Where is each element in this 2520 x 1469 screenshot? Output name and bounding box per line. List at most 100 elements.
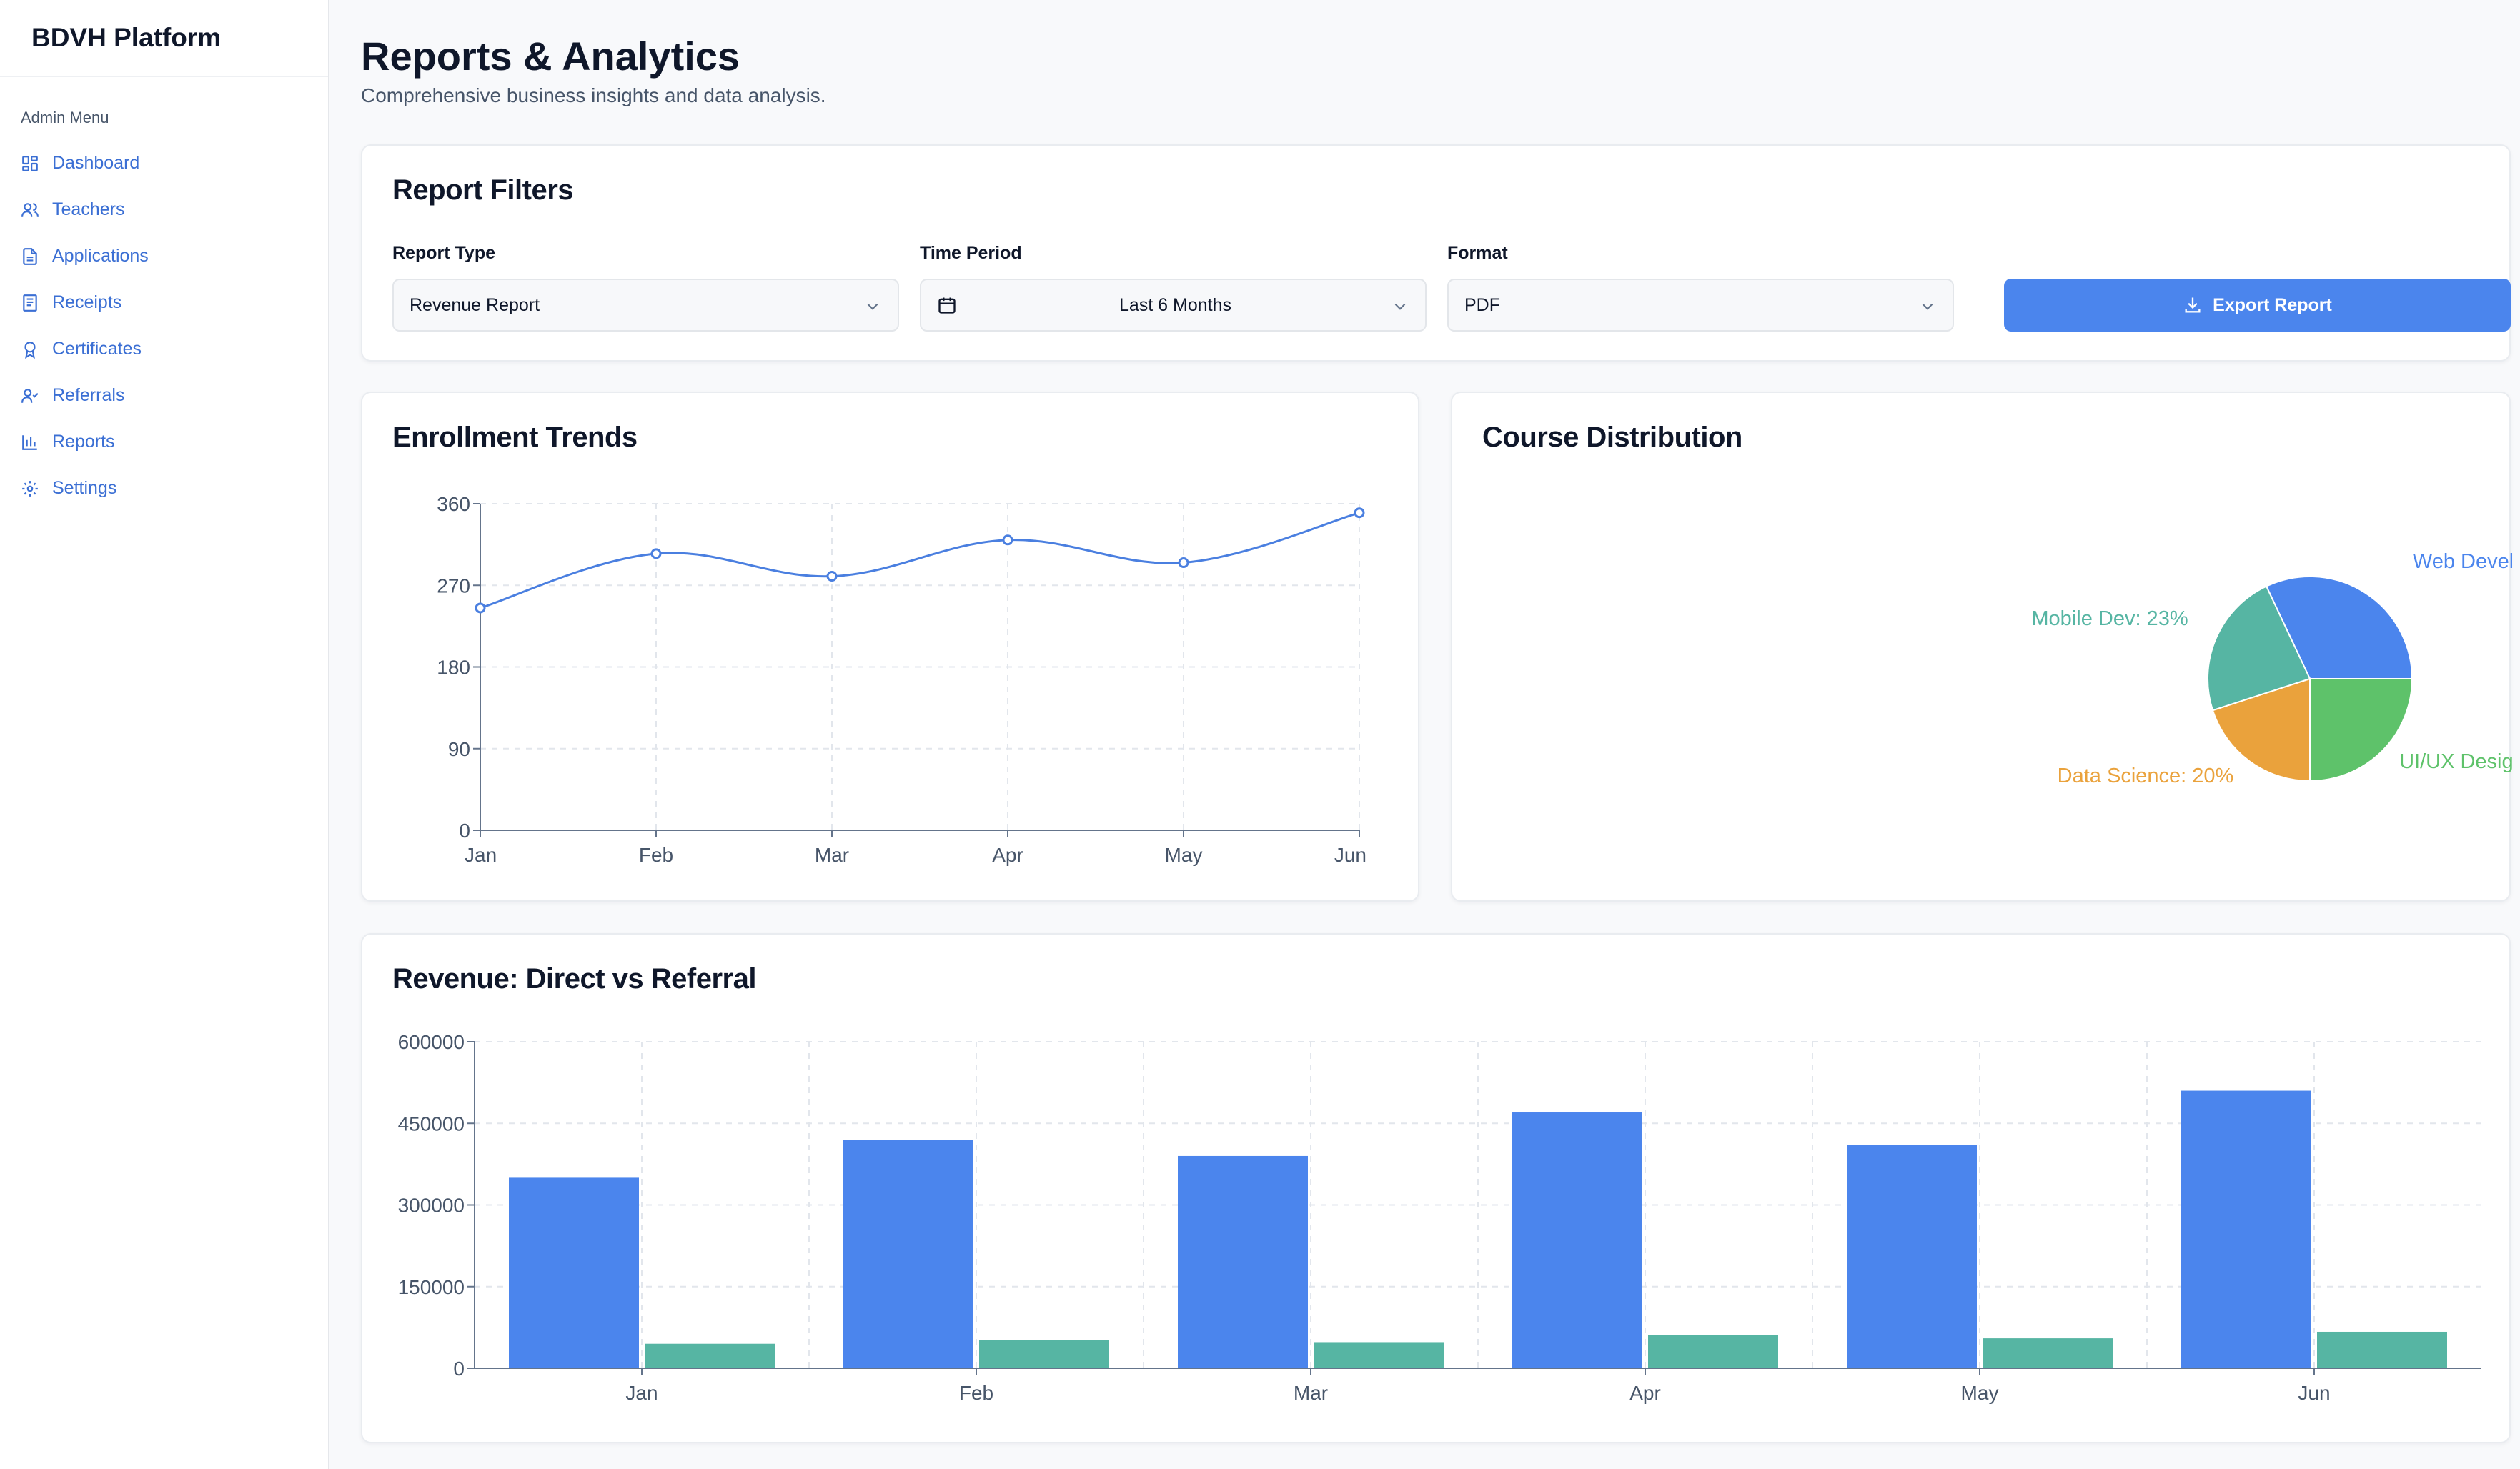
report-type-select[interactable]: Revenue Report [392, 279, 899, 332]
y-tick-label: 600000 [398, 1031, 465, 1053]
bar-chart-icon [22, 434, 37, 450]
pie-slice [2207, 585, 2311, 712]
x-tick-label: Mar [1294, 1382, 1328, 1404]
receipt-icon [23, 294, 37, 312]
referral-revenue-bar [1648, 1335, 1778, 1368]
revenue-card: Revenue: Direct vs Referral 0 150000 30000… [361, 933, 2511, 1443]
award-icon [24, 341, 36, 359]
export-report-label: Export Report [2213, 294, 2332, 315]
enrollment-line-chart: 0 90 180 270 360 Jan Feb Mar Apr May Jun [437, 493, 1366, 866]
sidebar-item-dashboard[interactable]: Dashboard [0, 140, 328, 186]
y-tick-label: 90 [448, 738, 470, 760]
dashboard-icon [22, 155, 38, 171]
menu-section-title: Admin Menu [21, 109, 109, 126]
page-subtitle: Comprehensive business insights and data… [361, 84, 826, 106]
sidebar-item-reports[interactable]: Reports [0, 419, 328, 465]
referral-revenue-bar [1314, 1342, 1444, 1368]
export-report-button[interactable]: Export Report [2004, 279, 2511, 332]
enrollment-trends-title: Enrollment Trends [392, 422, 638, 453]
time-period-select[interactable]: Last 6 Months [920, 279, 1427, 332]
data-point [826, 571, 838, 582]
x-tick-label: Apr [1629, 1382, 1661, 1404]
referral-revenue-bar [645, 1343, 775, 1368]
y-tick-label: 270 [437, 574, 470, 597]
y-tick-label: 360 [437, 493, 470, 515]
data-point [1178, 557, 1189, 569]
pie-slice [2265, 576, 2414, 679]
sidebar-item-label: Certificates [52, 339, 142, 359]
sidebar-item-teachers[interactable]: Teachers [0, 186, 328, 233]
referral-revenue-bar [2317, 1331, 2447, 1368]
time-period-label: Time Period [920, 243, 1022, 263]
sidebar-item-label: Receipts [52, 292, 122, 312]
direct-revenue-bar [1847, 1145, 1977, 1368]
pie-slice-label: UI/UX Design: 25% [2399, 750, 2512, 773]
y-tick-label: 300000 [398, 1195, 465, 1217]
pie-slice-label: Data Science: 20% [2058, 765, 2234, 787]
referral-revenue-bar [1983, 1338, 2113, 1368]
sidebar-item-label: Settings [52, 478, 117, 498]
data-point [1354, 507, 1365, 519]
direct-revenue-bar [2181, 1090, 2311, 1368]
revenue-title: Revenue: Direct vs Referral [392, 963, 756, 995]
sidebar-item-referrals[interactable]: Referrals [0, 372, 328, 419]
download-icon [2185, 297, 2201, 313]
filters-title: Report Filters [392, 174, 574, 206]
chevron-down-icon [1394, 303, 1406, 310]
y-tick-label: 180 [437, 657, 470, 679]
gear-icon [22, 480, 38, 497]
y-tick-label: 0 [453, 1358, 465, 1380]
admin-menu: Dashboard Teachers Applications Receipts… [0, 140, 328, 512]
sidebar-item-receipts[interactable]: Receipts [0, 279, 328, 326]
x-tick-label: Jun [1334, 844, 1366, 866]
page-title: Reports & Analytics [361, 34, 740, 79]
report-type-label: Report Type [392, 243, 495, 263]
direct-revenue-bar [843, 1140, 973, 1368]
x-tick-label: May [1961, 1382, 1999, 1404]
course-distribution-title: Course Distribution [1482, 422, 1742, 453]
brand-title: BDVH Platform [0, 0, 328, 77]
x-tick-label: Feb [639, 844, 673, 866]
y-tick-label: 450000 [398, 1112, 465, 1135]
sidebar-item-settings[interactable]: Settings [0, 465, 328, 512]
format-select[interactable]: PDF [1447, 279, 1954, 332]
sidebar-item-applications[interactable]: Applications [0, 233, 328, 279]
pie-slice-label: Mobile Dev: 23% [2031, 607, 2188, 630]
file-icon [23, 247, 37, 265]
direct-revenue-bar [1178, 1155, 1308, 1368]
pie-slice-label: Web Development: 32% [2413, 550, 2512, 573]
data-point [475, 602, 486, 614]
user-check-icon [21, 388, 39, 403]
course-pie-chart: Web Development: 32% UI/UX Design: 25% Dat… [2031, 550, 2512, 787]
x-tick-label: Apr [992, 844, 1023, 866]
referral-revenue-bar [979, 1340, 1109, 1368]
report-type-value: Revenue Report [410, 294, 540, 315]
sidebar-item-label: Teachers [52, 199, 125, 219]
pie-slice [2309, 678, 2414, 782]
data-point [1002, 534, 1013, 546]
users-icon [21, 202, 39, 217]
course-distribution-card: Course Distribution Web Development: 32%… [1451, 392, 2512, 902]
x-tick-label: Jan [625, 1382, 658, 1404]
sidebar-item-label: Referrals [52, 385, 125, 405]
sidebar-item-certificates[interactable]: Certificates [0, 326, 328, 372]
x-tick-label: May [1165, 844, 1203, 866]
format-value: PDF [1464, 294, 1500, 315]
calendar-icon [938, 297, 956, 314]
x-tick-label: Jun [2298, 1382, 2330, 1404]
pie-slice [2211, 677, 2311, 782]
x-tick-label: Feb [959, 1382, 993, 1404]
enrollment-series-line [480, 512, 1360, 609]
sidebar-item-label: Applications [52, 246, 149, 266]
main-content: Reports & Analytics Comprehensive busine… [329, 0, 2520, 1469]
time-period-value: Last 6 Months [1118, 294, 1232, 315]
revenue-bar-chart: 0 150000 300000 450000 600000 Jan Feb Mar Apr May… [398, 1031, 2481, 1404]
direct-revenue-bar [1512, 1112, 1642, 1368]
chevron-down-icon [1922, 303, 1933, 310]
format-label: Format [1447, 243, 1508, 263]
y-tick-label: 150000 [398, 1276, 465, 1298]
x-tick-label: Jan [465, 844, 497, 866]
sidebar: BDVH Platform Admin Menu Dashboard Teach… [0, 0, 329, 1469]
chevron-down-icon [867, 303, 878, 310]
report-filters-card: Report Filters Report Type Revenue Repor… [361, 144, 2511, 362]
